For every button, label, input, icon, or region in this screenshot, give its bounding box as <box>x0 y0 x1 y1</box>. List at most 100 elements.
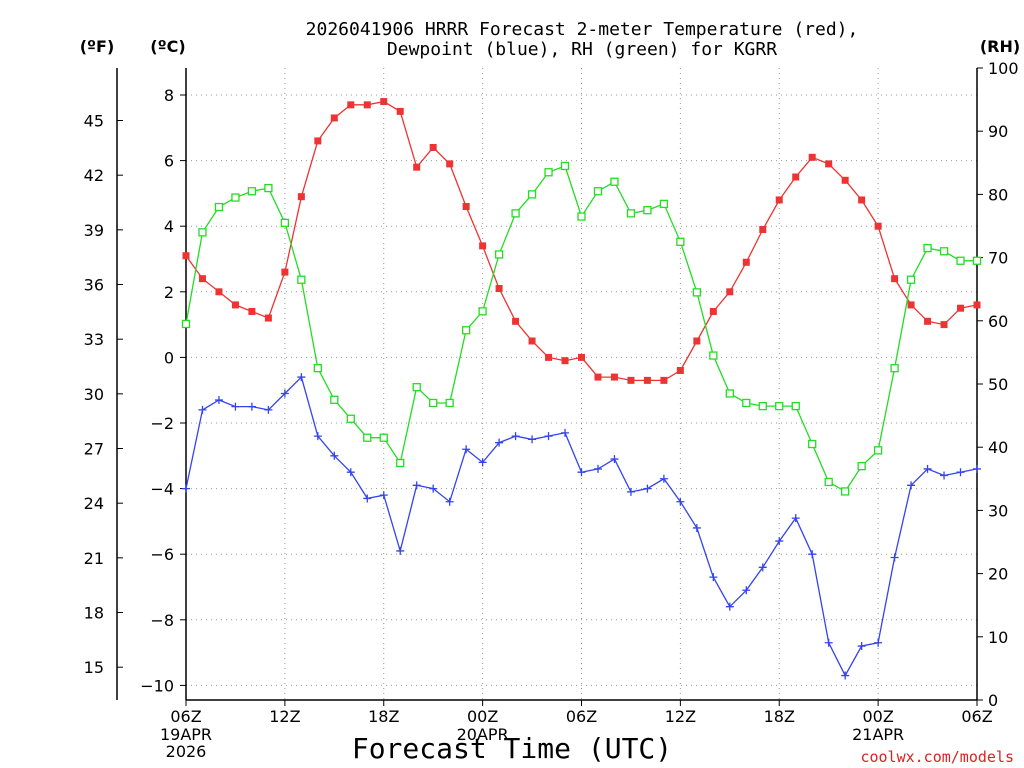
dewpoint-point <box>445 497 454 506</box>
celsius-tick-label: −2 <box>150 414 174 433</box>
dewpoint-point <box>676 497 685 506</box>
fahrenheit-tick-label: 33 <box>84 330 104 349</box>
chart-title-line2: Dewpoint (blue), RH (green) for KGRR <box>387 39 777 60</box>
rh-tick-label: 50 <box>988 375 1008 394</box>
rh-tick-label: 30 <box>988 501 1008 520</box>
dewpoint-point <box>214 396 223 405</box>
dewpoint-point <box>907 481 916 490</box>
dewpoint-point <box>198 405 207 414</box>
axes <box>116 67 983 706</box>
temperature-point <box>594 373 602 381</box>
rh-point <box>247 187 257 196</box>
dewpoint-point <box>758 563 767 572</box>
dewpoint-point <box>841 671 850 680</box>
dewpoint-point <box>379 491 388 500</box>
rh-point <box>346 414 355 423</box>
temperature-point <box>396 107 404 115</box>
rh-tick-label: 60 <box>988 312 1008 331</box>
dewpoint-point <box>874 638 883 647</box>
temperature-point <box>841 176 849 184</box>
rh-point <box>709 351 718 360</box>
fahrenheit-tick-label: 27 <box>84 440 104 459</box>
temperature-point <box>792 173 800 181</box>
time-tick-label: 12Z <box>665 707 696 726</box>
temperature-point <box>281 268 289 276</box>
time-tick-label: 00Z <box>862 707 893 726</box>
dewpoint-point <box>297 373 306 382</box>
dewpoint-point <box>956 468 965 477</box>
rh-point <box>544 168 553 177</box>
rh-point <box>791 401 800 411</box>
temperature-point <box>643 376 651 384</box>
temperature-point <box>825 160 833 168</box>
date-tick-label: 20APR <box>457 725 509 744</box>
rh-tick-label: 20 <box>988 565 1008 584</box>
temperature-point <box>808 153 816 161</box>
temperature-point <box>742 258 750 266</box>
rh-point <box>841 487 850 496</box>
data-series <box>181 98 982 680</box>
rh-tick-label: 70 <box>988 249 1008 268</box>
rh-point <box>511 209 520 218</box>
rh-point <box>676 237 685 246</box>
watermark: coolwx.com/models <box>860 748 1014 766</box>
rh-point <box>626 209 636 218</box>
rh-point <box>923 243 932 253</box>
dewpoint-point <box>528 435 537 444</box>
dewpoint-point <box>561 428 570 437</box>
rh-point <box>824 477 833 487</box>
rh-tick-label: 80 <box>988 185 1008 204</box>
time-tick-label: 12Z <box>269 707 300 726</box>
rh-point <box>280 218 290 227</box>
temperature-point <box>957 304 965 312</box>
dewpoint-point <box>973 464 981 473</box>
temperature-point <box>709 307 717 315</box>
fahrenheit-tick-label: 21 <box>84 549 104 568</box>
celsius-tick-label: 2 <box>164 283 174 302</box>
dewpoint-point <box>511 432 520 441</box>
rh-tick-label: 40 <box>988 438 1008 457</box>
rh-point <box>593 187 603 196</box>
temperature-point <box>347 101 355 109</box>
dewpoint-point <box>923 464 932 473</box>
temperature-point <box>215 288 223 296</box>
time-tick-label: 00Z <box>467 707 498 726</box>
rh-point <box>692 288 702 297</box>
rh-point <box>214 202 224 212</box>
rh-point <box>363 433 372 442</box>
rh-point <box>231 193 240 202</box>
temperature-point <box>182 252 190 260</box>
rh-point <box>890 364 899 373</box>
dewpoint-point <box>626 487 635 496</box>
dewpoint-point <box>709 573 718 582</box>
dewpoint-point <box>725 602 734 611</box>
tick-labels: 86420−2−4−6−8−10454239363330272421181510… <box>84 59 1019 761</box>
dewpoint-point <box>808 550 817 559</box>
dewpoint-point <box>857 642 866 651</box>
temperature-point <box>693 337 701 345</box>
temperature-point <box>973 301 981 309</box>
temperature-point <box>545 353 553 361</box>
time-tick-label: 18Z <box>368 707 399 726</box>
temperature-point <box>264 314 272 322</box>
rh-point <box>725 389 734 398</box>
celsius-tick-label: −10 <box>140 676 174 695</box>
dewpoint-point <box>330 451 339 460</box>
temperature-point <box>413 163 421 171</box>
rh-point <box>527 190 537 199</box>
rh-point <box>198 228 207 237</box>
date-tick-label: 19APR <box>160 725 212 744</box>
fahrenheit-tick-label: 45 <box>84 112 104 131</box>
temperature-point <box>660 376 668 384</box>
temperature-point <box>610 373 618 381</box>
temperature-point <box>462 203 470 211</box>
dewpoint-point <box>643 484 652 493</box>
rh-point <box>313 364 322 373</box>
celsius-tick-label: 8 <box>164 86 174 105</box>
dewpoint-point <box>182 484 190 493</box>
temperature-point <box>429 143 437 151</box>
temperature-point <box>940 321 948 329</box>
time-tick-label: 06Z <box>961 707 992 726</box>
dewpoint-point <box>593 464 602 473</box>
